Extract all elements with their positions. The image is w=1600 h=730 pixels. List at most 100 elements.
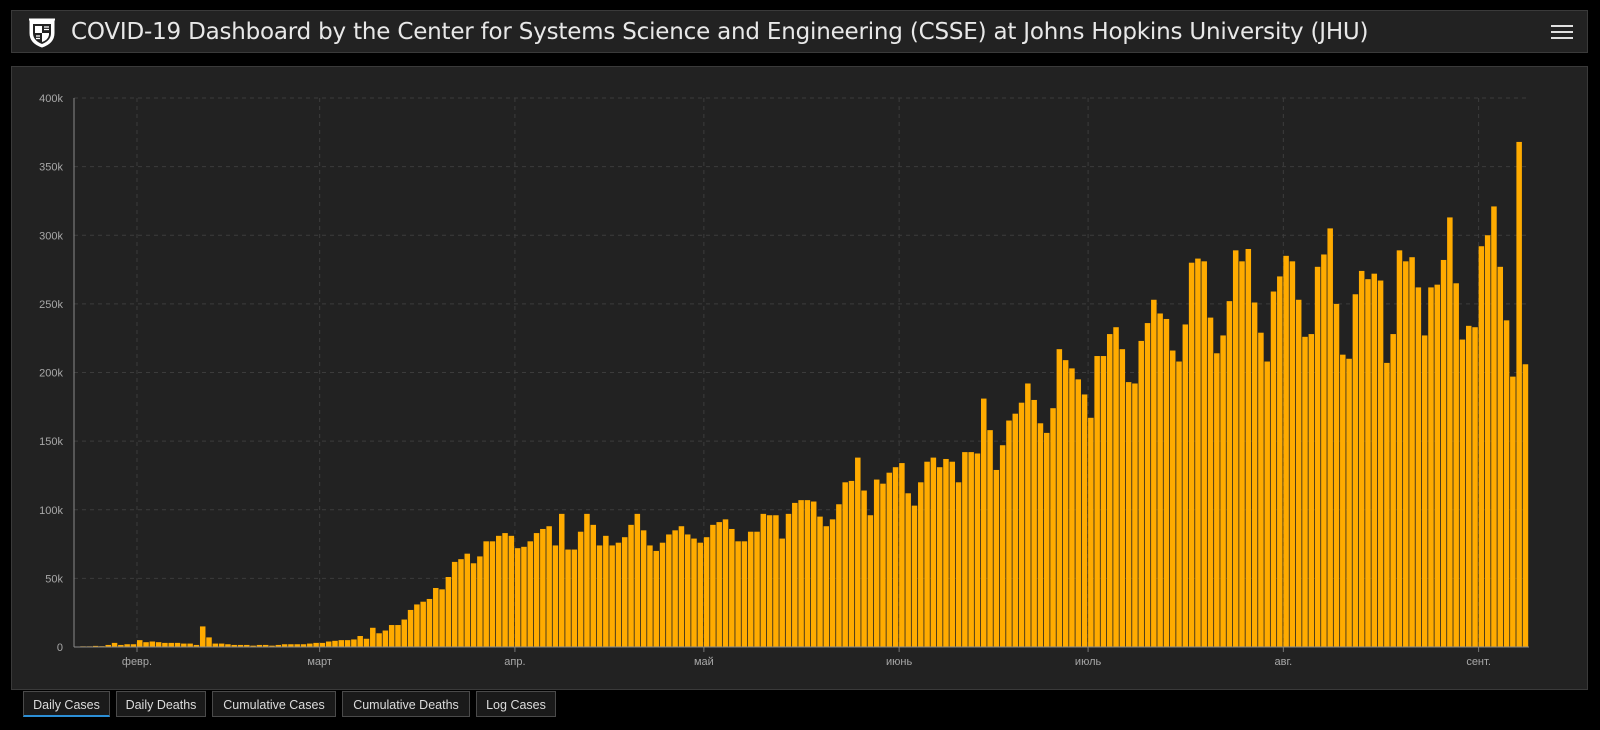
y-tick-label: 100k [39,505,63,517]
bar [741,541,748,647]
bar [590,524,596,647]
bar [1226,301,1233,647]
bar [804,500,811,647]
bar [710,524,716,647]
bar [1522,364,1529,647]
bar [275,644,282,647]
bar [1371,273,1378,647]
bar [477,556,483,647]
bar [1403,261,1409,647]
bar [873,479,880,647]
bar [212,643,219,647]
bar [1232,250,1239,647]
bar [92,645,99,647]
bar [672,530,678,647]
bar [1321,254,1327,647]
bar [836,504,842,647]
bar [571,549,578,647]
tab-log-cases[interactable]: Log Cases [476,691,556,717]
bar [1094,356,1100,647]
bar [338,640,345,647]
bar [1018,402,1025,647]
bar [1503,320,1510,647]
bar [1314,266,1321,647]
bar [363,638,370,647]
bar [911,505,918,647]
bar [1327,228,1333,647]
bar [666,534,672,647]
bar [1012,413,1019,647]
bar [1088,417,1094,647]
bar [628,524,634,647]
bar [974,453,981,647]
bar [262,644,269,647]
bar [433,587,439,647]
bar [1025,383,1031,647]
bar [615,542,622,647]
bar [269,645,275,647]
bar [1283,255,1289,647]
bar [1100,356,1107,647]
bar [464,553,471,647]
bar [1006,420,1012,647]
bar [1195,258,1201,647]
bar [1144,323,1151,647]
bar [1396,250,1403,647]
bar [1113,327,1119,647]
bar [899,463,905,647]
bar [987,430,993,647]
bar [1188,262,1195,647]
bar [1409,257,1415,647]
bar [1466,325,1472,647]
bar [489,541,496,647]
bar [792,502,798,647]
tab-cumulative-cases[interactable]: Cumulative Cases [212,691,336,717]
bar [206,637,212,647]
bar [955,482,962,647]
bar [313,642,319,647]
bar [250,645,256,647]
hamburger-menu-icon[interactable] [1551,21,1573,43]
bar [1428,287,1434,647]
bar [1201,261,1207,647]
page-title: COVID-19 Dashboard by the Center for Sys… [71,19,1369,45]
bar [716,522,722,647]
x-tick-label: март [307,656,332,668]
bar [880,483,886,647]
bar [1434,284,1441,647]
bar [118,644,124,647]
bar [1207,317,1214,647]
tab-daily-deaths[interactable]: Daily Deaths [116,691,206,717]
bar [414,604,420,647]
bar [1440,259,1447,647]
bar [1415,287,1422,647]
bar [1075,379,1081,647]
bar [370,627,376,647]
bar [1358,270,1365,647]
bar [357,636,363,647]
bar [439,589,445,647]
bar [111,642,118,647]
bar [1264,361,1270,647]
bar [829,519,836,647]
bar [407,609,414,647]
bar [691,538,697,647]
bar [521,546,527,647]
bar [1258,332,1264,647]
bar [527,541,534,647]
tab-daily-cases[interactable]: Daily Cases [23,691,110,717]
bar [388,625,395,647]
bar [1352,294,1359,647]
y-tick-label: 300k [39,230,63,242]
bar [1384,362,1390,647]
bar [943,458,949,647]
tab-cumulative-deaths[interactable]: Cumulative Deaths [342,691,470,717]
bar [918,482,924,647]
jhu-shield-icon [29,18,55,48]
bar [848,480,855,647]
y-tick-label: 400k [39,93,63,105]
bar [1484,235,1491,647]
bar [193,644,200,647]
x-tick-label: июнь [886,656,912,668]
bar [766,515,773,647]
